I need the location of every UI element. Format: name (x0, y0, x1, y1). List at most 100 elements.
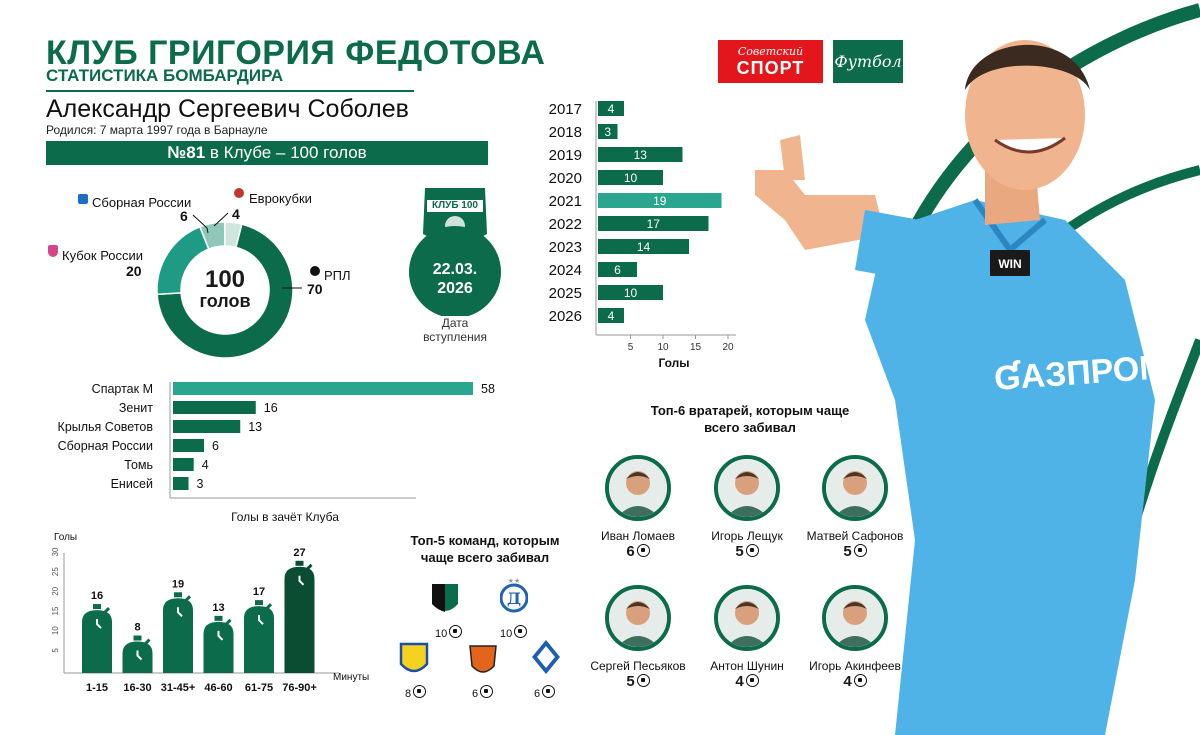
goalkeeper-photo (822, 455, 888, 521)
stopwatch-side-icon (225, 618, 232, 625)
opp-value-label: 16 (264, 401, 278, 415)
opp-bar (173, 401, 256, 414)
ball-icon (853, 544, 867, 557)
min-bar (284, 566, 315, 673)
teams-title-line2: чаще всего забивал (420, 550, 550, 565)
goalkeeper-name: Матвей Сафонов (806, 529, 904, 543)
years-value-label: 6 (614, 263, 621, 277)
min-bar (122, 641, 153, 673)
goalkeeper-name: Иван Ломаев (600, 529, 676, 543)
ball-icon (542, 685, 556, 698)
goalkeeper-photo (822, 585, 888, 651)
player-illustration: WIN ƓАЗПРОМ (755, 40, 1165, 735)
goalkeeper-photo (605, 455, 671, 521)
years-value-label: 4 (608, 102, 615, 116)
ball-icon (480, 685, 494, 698)
opp-value-label: 4 (202, 458, 209, 472)
opp-value-label: 3 (197, 477, 204, 491)
team-count-rostov: 8 (405, 685, 427, 700)
goalkeeper-goals-value: 5 (843, 543, 852, 560)
stopwatch-side-icon (265, 603, 273, 610)
years-value-label: 3 (604, 125, 611, 139)
opp-tick-label: Томь (124, 458, 153, 472)
donut-leader-lines (192, 212, 302, 289)
donut-center-number: 100 (204, 266, 246, 293)
years-value-label: 17 (647, 217, 661, 231)
years-x-tick-label: 15 (690, 342, 702, 353)
stopwatch-side-icon (103, 607, 111, 614)
svg-text:★★: ★★ (508, 577, 521, 585)
opp-bar (173, 420, 241, 433)
badge-date-line1: 22.03. (432, 261, 478, 278)
ball-icon (636, 674, 650, 687)
years-bar (598, 124, 618, 139)
donut-label-national: Сборная России (92, 195, 192, 210)
goalkeeper-goals-value: 5 (626, 673, 635, 690)
stopwatch-button-icon (214, 615, 223, 621)
futbol-logo: Футбол (833, 40, 903, 83)
rostov-logo (399, 642, 429, 673)
min-value-label: 16 (91, 590, 103, 602)
ural-logo (469, 645, 497, 673)
donut-label-rpl: РПЛ (324, 268, 351, 283)
years-bar (598, 170, 663, 185)
goals-donut-chart (156, 221, 294, 359)
min-tick-label: 76-90+ (282, 682, 317, 694)
teams-title-line1: Топ-5 команд, которым (410, 533, 560, 548)
team-count-ural: 6 (472, 685, 494, 700)
team-goals-dynamo: 10 (500, 628, 513, 640)
donut-value-eurocups: 4 (232, 206, 240, 222)
ball-icon (853, 674, 867, 687)
goalkeeper-goals: 4 (692, 673, 802, 690)
opp-value-label: 13 (248, 420, 262, 434)
donut-center-label: голов (199, 291, 251, 311)
krylia-logo (532, 640, 560, 674)
goalkeeper-card: Сергей Песьяков 5 (583, 585, 693, 690)
clock-hand-icon (258, 615, 264, 625)
stopwatch-side-icon (144, 638, 151, 645)
header-divider (46, 90, 414, 92)
years-tick-label: 2025 (549, 285, 582, 302)
min-y-axis-label: Голы (54, 532, 77, 543)
clock-hand-icon (177, 607, 183, 617)
ball-icon (745, 674, 759, 687)
goalkeeper-card: Игорь Лещук 5 (692, 455, 802, 560)
club-membership-bar: №81 в Клубе – 100 голов (46, 141, 488, 165)
team-goals-krasnodar: 10 (435, 628, 448, 640)
donut-label-eurocups: Еврокубки (249, 191, 312, 206)
years-x-tick-label: 5 (628, 342, 634, 353)
logo-sport-line2: СПОРТ (736, 58, 805, 78)
ball-icon (449, 625, 463, 638)
opp-value-label: 58 (481, 382, 495, 396)
min-y-tick-label: 20 (51, 586, 60, 595)
min-y-tick-label: 25 (51, 567, 60, 576)
team-count-krylia: 6 (534, 685, 556, 700)
min-bar (163, 598, 193, 673)
donut-value-cup: 20 (126, 263, 142, 279)
years-tick-label: 2023 (549, 239, 582, 256)
years-bar (598, 193, 722, 208)
opp-bar (173, 458, 194, 471)
goalkeepers-title-line2: всего забивал (704, 420, 796, 435)
goalkeeper-photo (714, 585, 780, 651)
min-tick-label: 16-30 (123, 682, 151, 694)
player-birth-info: Родился: 7 марта 1997 года в Барнауле (46, 123, 268, 137)
opp-tick-label: Сборная России (58, 439, 153, 453)
badge-date-line2: 2026 (437, 280, 473, 297)
goalkeeper-name: Антон Шунин (710, 659, 784, 673)
stopwatch-button-icon (133, 635, 142, 641)
krasnodar-logo (432, 584, 458, 612)
goals-by-team-chart: Спартак М 58 Зенит 16 Крылья Советов 13 Сборна… (58, 382, 495, 523)
goalkeeper-name: Игорь Лещук (711, 529, 783, 543)
national-team-icon (78, 194, 88, 204)
goals-by-year-chart: 2017 4 2018 3 2019 13 2020 10 2021 19 2022 17 2023 14… (549, 101, 736, 370)
min-bar (203, 621, 234, 673)
goalkeeper-goals-value: 5 (735, 543, 744, 560)
donut-slice-3 (224, 221, 243, 249)
donut-value-rpl: 70 (307, 281, 323, 297)
stopwatch-button-icon (93, 604, 101, 610)
years-bar (598, 239, 689, 254)
years-value-label: 19 (653, 194, 667, 208)
sovetsky-sport-logo: Советский СПОРТ (718, 40, 823, 83)
years-bar (598, 308, 624, 323)
